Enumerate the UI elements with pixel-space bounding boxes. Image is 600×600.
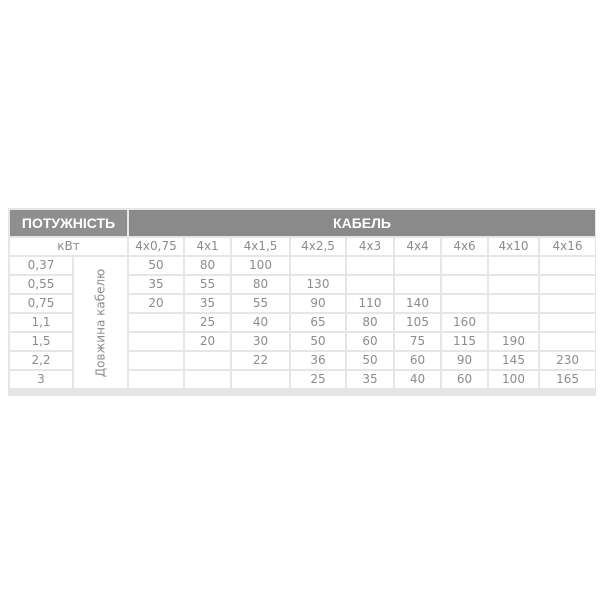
length-cell <box>129 333 183 350</box>
length-cell <box>291 257 345 274</box>
length-cell: 160 <box>442 314 487 331</box>
length-cell: 230 <box>540 352 596 369</box>
power-cell: 0,37 <box>10 257 72 274</box>
length-cell: 55 <box>232 295 289 312</box>
length-cell <box>540 295 596 312</box>
length-cell: 35 <box>185 295 230 312</box>
length-cell: 145 <box>489 352 538 369</box>
length-cell: 60 <box>347 333 393 350</box>
unit-label: кВт <box>10 238 127 255</box>
length-cell: 80 <box>232 276 289 293</box>
length-cell: 35 <box>129 276 183 293</box>
length-cell <box>129 371 183 388</box>
table-row: 0,75 20 35 55 90 110 140 <box>10 295 596 312</box>
length-cell: 80 <box>185 257 230 274</box>
length-cell: 100 <box>232 257 289 274</box>
table-row: 1,5 20 30 50 60 75 115 190 <box>10 333 596 350</box>
length-cell: 60 <box>395 352 440 369</box>
length-cell: 190 <box>489 333 538 350</box>
length-cell <box>540 257 596 274</box>
length-cell: 22 <box>232 352 289 369</box>
power-cell: 2,2 <box>10 352 72 369</box>
length-cell: 60 <box>442 371 487 388</box>
length-cell: 25 <box>185 314 230 331</box>
power-cell: 0,75 <box>10 295 72 312</box>
length-cell <box>232 371 289 388</box>
length-cell <box>489 276 538 293</box>
length-cell: 165 <box>540 371 596 388</box>
length-cell: 65 <box>291 314 345 331</box>
length-cell: 20 <box>185 333 230 350</box>
column-header: 4x0,75 <box>129 238 183 255</box>
length-cell: 110 <box>347 295 393 312</box>
length-cell: 130 <box>291 276 345 293</box>
length-cell: 36 <box>291 352 345 369</box>
length-cell <box>395 257 440 274</box>
length-cell: 115 <box>442 333 487 350</box>
length-cell: 40 <box>395 371 440 388</box>
column-header: 4x2,5 <box>291 238 345 255</box>
power-cell: 1,1 <box>10 314 72 331</box>
length-cell: 90 <box>291 295 345 312</box>
length-cell <box>347 257 393 274</box>
length-cell <box>540 333 596 350</box>
length-cell <box>489 257 538 274</box>
length-cell: 30 <box>232 333 289 350</box>
power-cell: 0,55 <box>10 276 72 293</box>
length-cell <box>540 314 596 331</box>
column-header: 4x1 <box>185 238 230 255</box>
column-header: 4x16 <box>540 238 596 255</box>
length-cell: 50 <box>291 333 345 350</box>
length-cell <box>489 314 538 331</box>
cable-length-text: Довжина кабелю <box>93 268 107 377</box>
power-header: ПОТУЖНІСТЬ <box>10 210 127 236</box>
length-cell: 105 <box>395 314 440 331</box>
length-cell: 80 <box>347 314 393 331</box>
length-cell: 50 <box>347 352 393 369</box>
column-header: 4x1,5 <box>232 238 289 255</box>
length-cell <box>442 257 487 274</box>
length-cell <box>395 276 440 293</box>
length-cell: 100 <box>489 371 538 388</box>
length-cell: 20 <box>129 295 183 312</box>
length-cell: 90 <box>442 352 487 369</box>
length-cell: 25 <box>291 371 345 388</box>
power-cell: 1,5 <box>10 333 72 350</box>
table-row: 3 25 35 40 60 100 165 <box>10 371 596 388</box>
cable-length-label: Довжина кабелю <box>74 257 127 388</box>
length-cell: 40 <box>232 314 289 331</box>
length-cell: 35 <box>347 371 393 388</box>
length-cell: 55 <box>185 276 230 293</box>
column-header: 4x3 <box>347 238 393 255</box>
length-cell <box>540 276 596 293</box>
length-cell <box>442 276 487 293</box>
table-row: 0,37 Довжина кабелю 50 80 100 <box>10 257 596 388</box>
length-cell: 75 <box>395 333 440 350</box>
length-cell <box>489 295 538 312</box>
column-header: 4x4 <box>395 238 440 255</box>
power-cell: 3 <box>10 371 72 388</box>
length-cell <box>442 295 487 312</box>
column-header: 4x6 <box>442 238 487 255</box>
length-cell: 140 <box>395 295 440 312</box>
length-cell <box>185 352 230 369</box>
length-cell <box>347 276 393 293</box>
length-cell <box>185 371 230 388</box>
table-row: 1,1 25 40 65 80 105 160 <box>10 314 596 331</box>
table-row: 0,55 35 55 80 130 <box>10 276 596 293</box>
column-header: 4x10 <box>489 238 538 255</box>
cable-length-table: ПОТУЖНІСТЬ КАБЕЛЬ кВт 4x0,75 4x1 4x1,5 4x2,… <box>8 208 596 396</box>
length-cell <box>129 314 183 331</box>
length-cell <box>129 352 183 369</box>
length-cell: 50 <box>129 257 183 274</box>
cable-header: КАБЕЛЬ <box>129 210 596 236</box>
table-row: 2,2 22 36 50 60 90 145 230 <box>10 352 596 369</box>
